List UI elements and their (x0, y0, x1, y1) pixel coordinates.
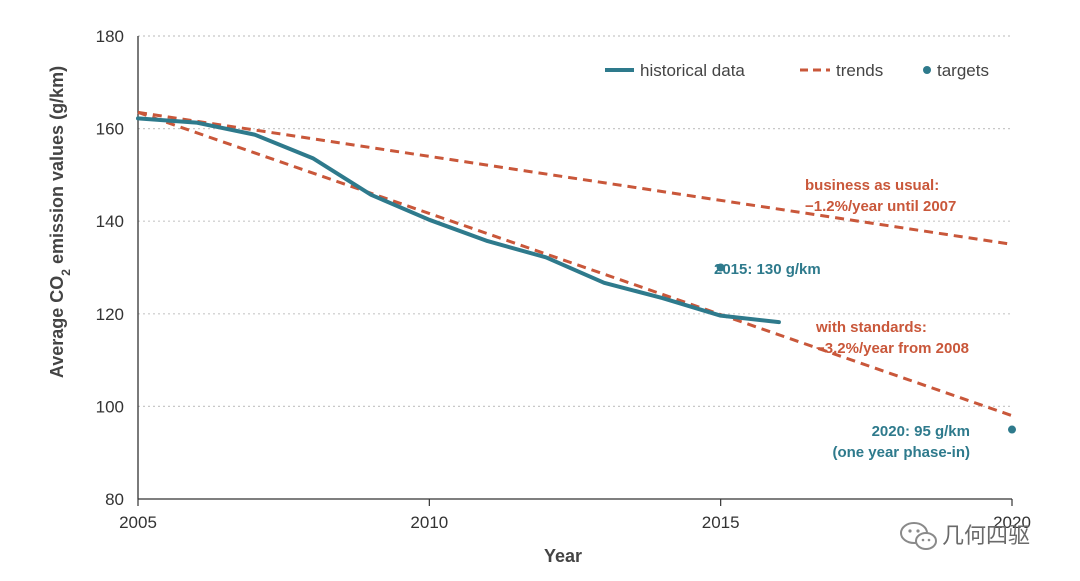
historical-data-line (136, 116, 781, 325)
standards-annotation-line-1: with standards: (815, 319, 927, 336)
legend: historical data trends targets (605, 61, 989, 80)
trend-line-business-as-usual (137, 110, 1013, 246)
y-tick-label-160: 160 (96, 120, 124, 139)
x-tick-label-2020: 2020 (993, 513, 1031, 532)
watermark-text: 几何四驱 (942, 524, 1030, 549)
x-tick-label-2005: 2005 (119, 513, 157, 532)
y-tick-label-120: 120 (96, 305, 124, 324)
target-point-2020 (1008, 425, 1016, 434)
bau-annotation-line-2: −1.2%/year until 2007 (805, 198, 956, 215)
x-tick-label-2010: 2010 (410, 513, 448, 532)
wechat-icon (900, 522, 937, 550)
y-tick-label-140: 140 (96, 212, 124, 231)
y-tick-label-180: 180 (96, 27, 124, 46)
legend-trends-label: trends (836, 61, 883, 80)
y-axis-title: Average CO2 emission values (g/km) (47, 66, 73, 378)
y-tick-labels: 80 100 120 140 160 180 (96, 27, 124, 509)
legend-historical-label: historical data (640, 61, 745, 80)
plot-series (136, 110, 1013, 418)
y-axis-title-part-2: emission values (g/km) (47, 66, 67, 269)
legend-targets-swatch (923, 66, 931, 74)
legend-targets-label: targets (937, 61, 989, 80)
watermark: 几何四驱 (900, 522, 1030, 550)
bau-annotation-line-1: business as usual: (805, 177, 939, 194)
y-axis-title-subscript: 2 (59, 269, 73, 276)
x-axis-title: Year (544, 546, 582, 566)
target-point-2015 (716, 263, 725, 272)
y-tick-label-100: 100 (96, 397, 124, 416)
target-2015-label: 2015: 130 g/km (714, 261, 821, 278)
gridlines (138, 35, 1012, 407)
target-2020-label: 2020: 95 g/km (872, 423, 970, 440)
x-tick-labels: 2005 2010 2015 2020 (119, 513, 1031, 532)
x-tick-label-2015: 2015 (702, 513, 740, 532)
standards-annotation-line-2: −3.2%/year from 2008 (816, 340, 969, 357)
trend-line-with-standards (137, 110, 1013, 418)
y-tick-label-80: 80 (105, 490, 124, 509)
y-axis-title-part-1: Average CO (47, 276, 67, 378)
target-2020-sublabel: (one year phase-in) (832, 444, 970, 461)
target-points (716, 263, 1016, 434)
